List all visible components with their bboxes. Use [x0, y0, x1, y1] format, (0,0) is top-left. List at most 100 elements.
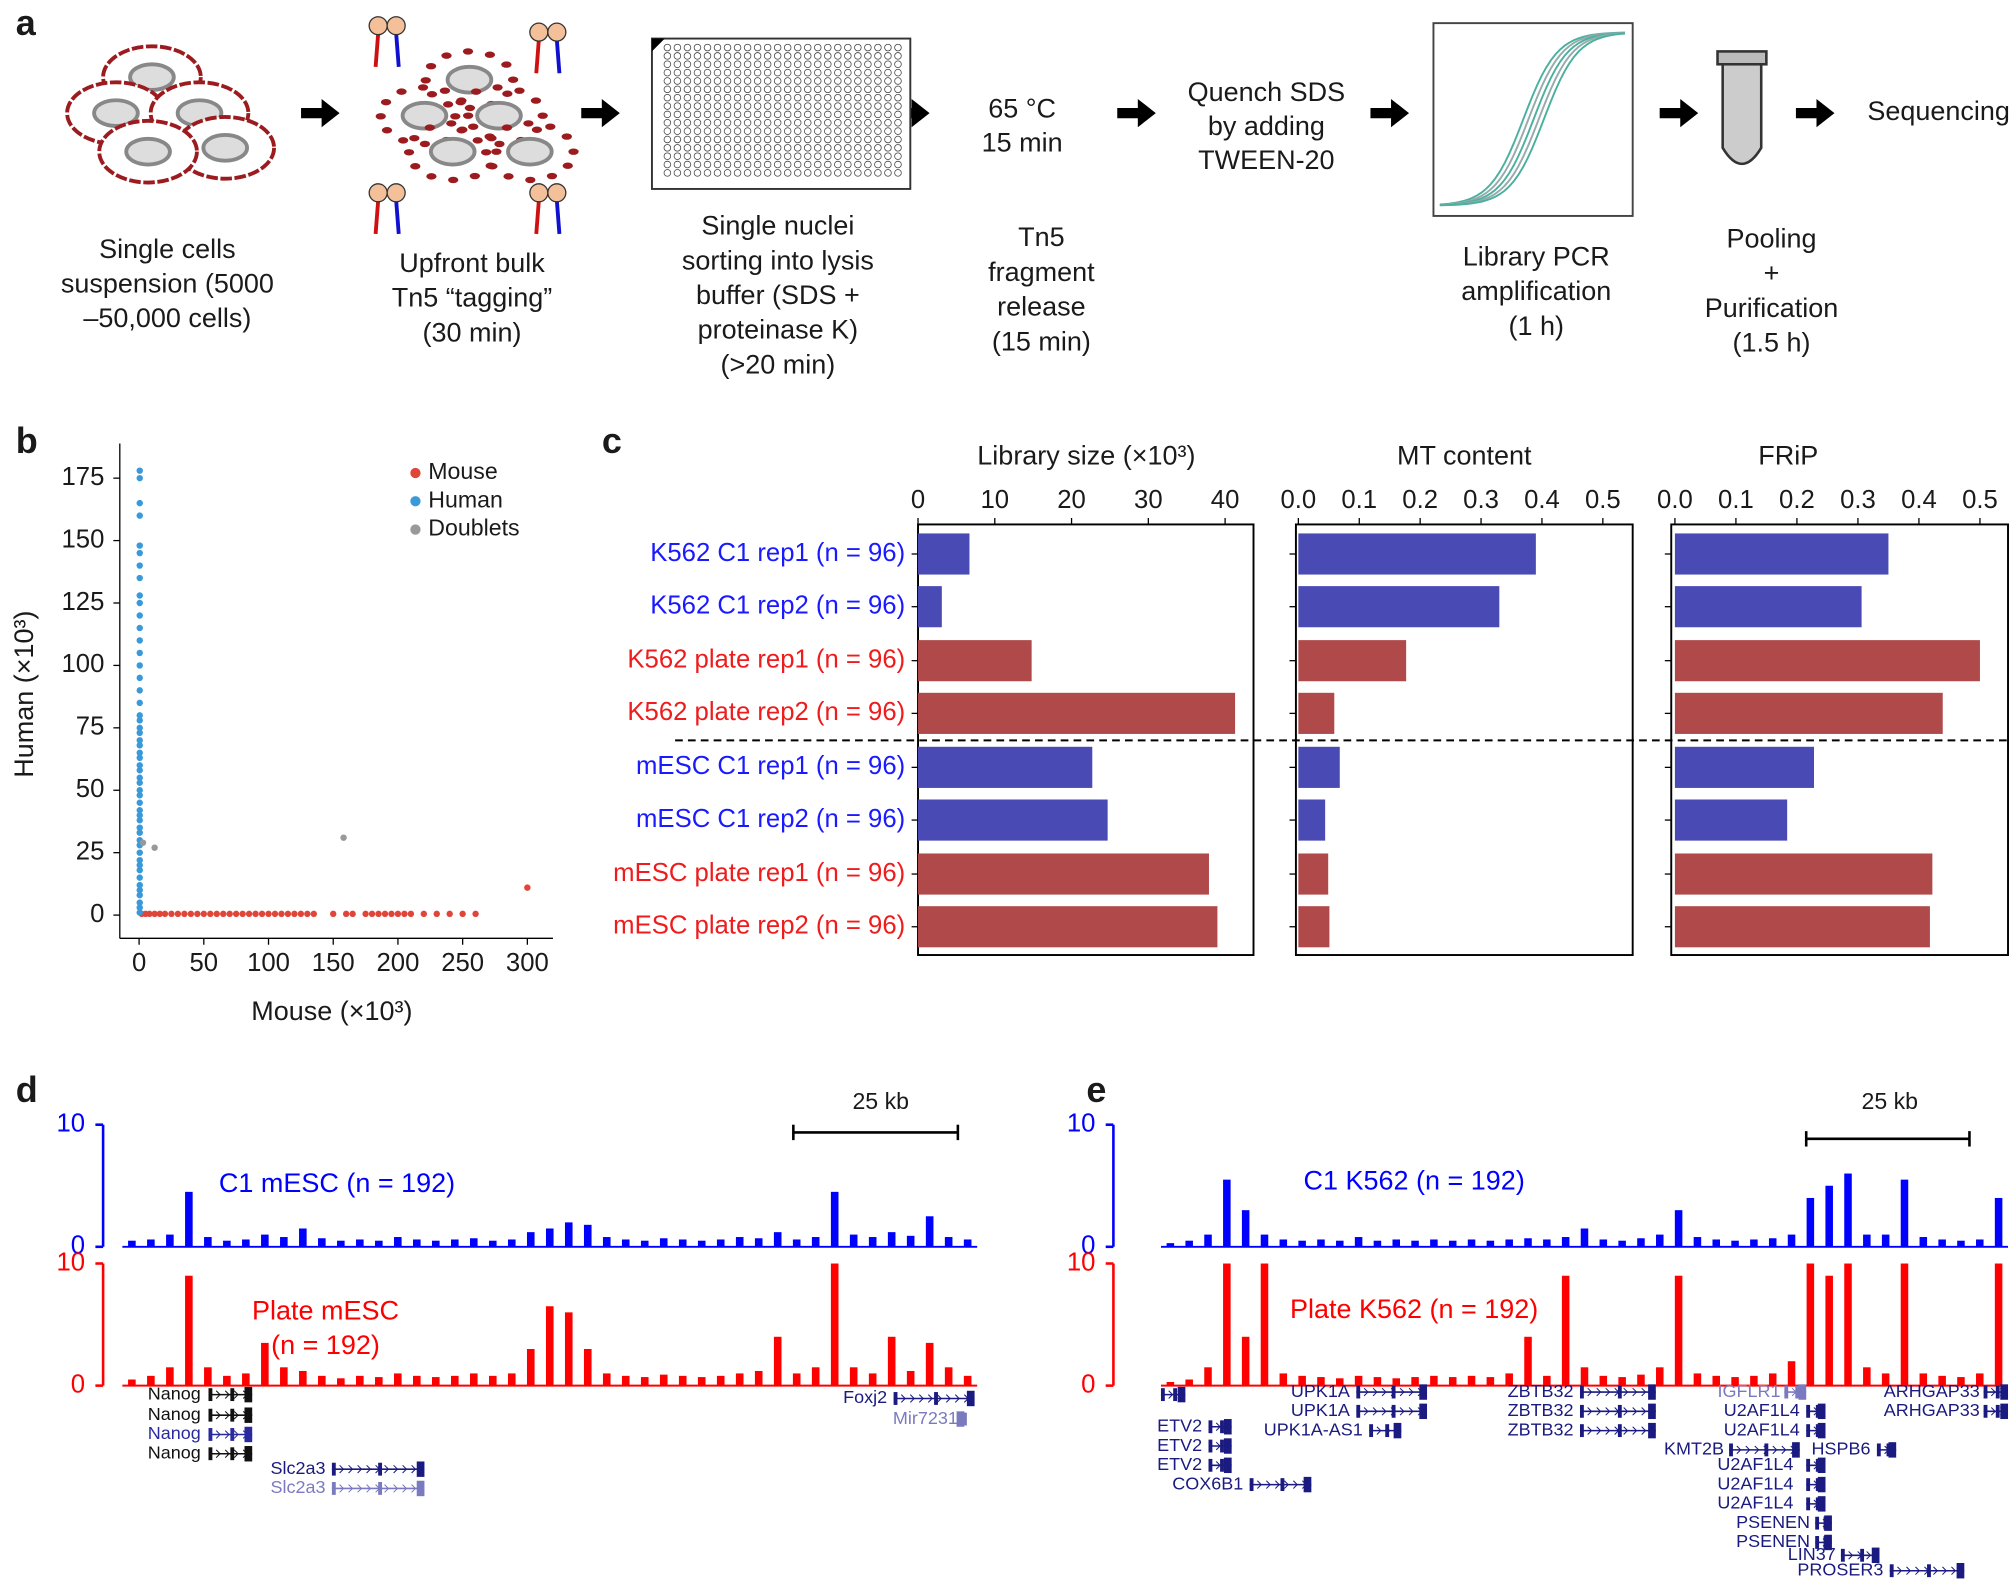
arrow	[581, 98, 620, 128]
well	[783, 60, 792, 68]
y-tick-label: 175	[62, 463, 105, 491]
well	[814, 152, 822, 160]
gene-exon	[1815, 1497, 1820, 1511]
signal	[1693, 1373, 1702, 1386]
gene-exon	[1391, 1404, 1396, 1418]
well	[693, 93, 702, 102]
gene-exon	[1792, 1442, 1800, 1458]
fragment	[441, 52, 452, 59]
gene-exon	[1815, 1536, 1820, 1549]
point	[136, 817, 143, 824]
well	[834, 85, 842, 94]
gene-exon	[1889, 1564, 1894, 1578]
x-tick-label: 50	[190, 949, 219, 977]
x-tick-label: 0	[911, 486, 925, 514]
signal	[887, 1336, 896, 1386]
well	[733, 169, 742, 177]
fragment	[494, 140, 505, 148]
gene-exon	[1356, 1385, 1361, 1399]
track-label: (n = 192)	[271, 1330, 380, 1360]
well	[663, 52, 672, 60]
well	[854, 169, 862, 177]
well	[713, 68, 722, 77]
fragment	[381, 127, 393, 134]
well	[834, 52, 842, 60]
fragment	[446, 120, 457, 127]
legend-swatch	[410, 524, 421, 535]
gene-strand	[393, 1464, 399, 1474]
signal	[1938, 1375, 1946, 1386]
signal	[1844, 1263, 1852, 1386]
gene-strand	[1399, 1407, 1405, 1416]
well	[824, 93, 832, 102]
gene-strand	[1897, 1566, 1903, 1575]
well	[753, 93, 762, 102]
signal	[868, 1373, 877, 1386]
fragment	[470, 88, 482, 95]
well	[894, 127, 902, 135]
gene-exon	[416, 1480, 425, 1497]
point	[136, 849, 143, 856]
well	[753, 152, 762, 160]
gene-strand	[339, 1464, 345, 1474]
x-tick-label: 0.4	[1524, 486, 1560, 514]
well	[763, 144, 772, 152]
point	[407, 910, 415, 918]
well	[703, 85, 712, 94]
signal	[1750, 1239, 1758, 1247]
well	[683, 93, 692, 102]
well	[733, 93, 742, 102]
signal	[1392, 1239, 1401, 1247]
signal	[1185, 1240, 1193, 1247]
gene-strand	[1381, 1407, 1387, 1416]
well	[693, 60, 702, 68]
well	[673, 60, 682, 68]
gene-exon	[1823, 1536, 1828, 1549]
well	[864, 85, 872, 94]
signal	[963, 1239, 972, 1247]
gene-strand	[1745, 1445, 1751, 1455]
well	[854, 144, 862, 152]
point	[375, 910, 382, 918]
fragment	[546, 172, 558, 180]
well	[733, 102, 742, 110]
signal	[925, 1216, 934, 1247]
signal	[830, 1191, 839, 1247]
well	[874, 144, 882, 152]
tn5-arm	[534, 39, 541, 74]
well	[763, 127, 772, 135]
well	[814, 144, 822, 152]
gene-label: Mir7231	[893, 1408, 958, 1428]
well	[703, 152, 712, 160]
signal	[526, 1232, 535, 1247]
well	[733, 52, 742, 60]
well	[673, 127, 682, 135]
signal	[299, 1228, 307, 1247]
well	[894, 110, 902, 119]
well	[844, 43, 852, 52]
gene-strand	[1848, 1551, 1854, 1560]
well	[703, 135, 712, 144]
legend-swatch	[410, 467, 421, 479]
signal	[1712, 1239, 1721, 1247]
point	[136, 637, 143, 644]
fragment	[468, 123, 479, 130]
well	[733, 119, 742, 127]
well	[783, 85, 792, 94]
well	[874, 127, 882, 135]
signal	[185, 1275, 193, 1386]
well	[804, 160, 812, 169]
well	[864, 144, 872, 152]
well	[783, 110, 792, 119]
well	[804, 85, 812, 94]
signal	[242, 1373, 250, 1386]
well	[854, 43, 862, 52]
well	[733, 160, 742, 169]
gene-label: KMT2B	[1664, 1439, 1724, 1459]
well	[773, 144, 782, 152]
well	[693, 85, 702, 94]
gene-label: PROSER3	[1797, 1559, 1883, 1579]
well	[693, 43, 702, 52]
scale-bar-label: 25 kb	[852, 1088, 909, 1114]
gene-strand	[402, 1484, 408, 1493]
